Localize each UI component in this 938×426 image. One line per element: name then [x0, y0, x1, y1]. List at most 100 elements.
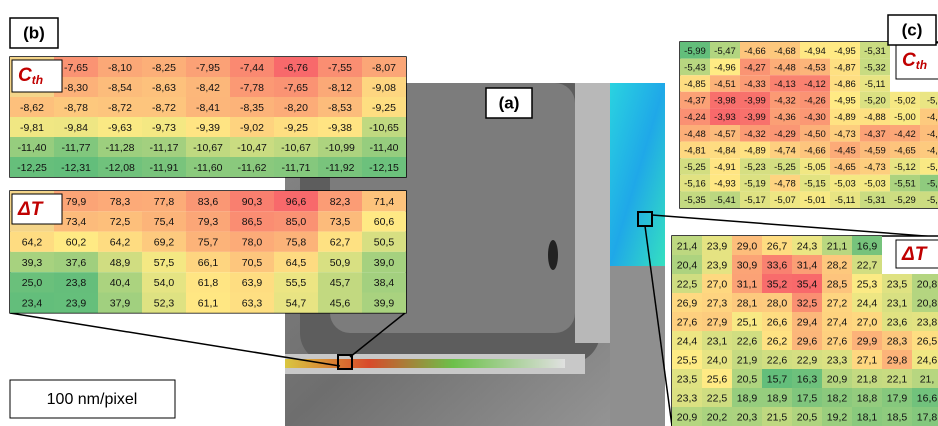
- cell-value: 25,6: [707, 373, 728, 385]
- cell: [142, 251, 186, 273]
- cell: [740, 158, 770, 175]
- cell: [762, 331, 792, 350]
- cell: [912, 274, 938, 293]
- cell: [860, 91, 890, 109]
- cell-value: 28,1: [737, 297, 758, 309]
- cell-value: 28,0: [767, 297, 788, 309]
- cell: [274, 191, 318, 212]
- cell-value: -3,98: [714, 96, 736, 107]
- cell-value: 48,9: [110, 257, 131, 269]
- cell-value: -8,54: [108, 82, 132, 94]
- cell-value: 18,5: [887, 411, 908, 423]
- cell: [10, 117, 54, 137]
- cell-value: 23,1: [707, 335, 728, 347]
- cell: [54, 231, 98, 252]
- cell-value: 70,5: [242, 257, 263, 269]
- cell-value: 23,9: [707, 259, 728, 271]
- cell-value: 25,5: [677, 354, 698, 366]
- cell: [230, 57, 274, 77]
- cell-value: 22,6: [737, 335, 758, 347]
- cell: [186, 57, 230, 77]
- cell-value: -11,77: [62, 142, 91, 154]
- cell-value: 21,5: [767, 411, 788, 423]
- cell-value: 63,3: [242, 297, 263, 309]
- cell-value: -8,25: [152, 62, 176, 74]
- cell: [912, 388, 938, 407]
- cell-value: -5,23: [744, 162, 766, 173]
- cell: [702, 274, 732, 293]
- cell-value: 29,9: [857, 335, 878, 347]
- cell-value: 54,7: [286, 297, 307, 309]
- cell: [792, 407, 822, 426]
- cell: [680, 174, 710, 192]
- symbol: C: [902, 50, 916, 71]
- cell: [680, 125, 710, 142]
- cell-value: -11,92: [326, 162, 355, 174]
- cell: [830, 91, 860, 109]
- cell-value: 45,7: [330, 277, 351, 289]
- cell: [770, 91, 800, 109]
- cell: [792, 312, 822, 331]
- cell: [822, 293, 852, 312]
- cell: [54, 97, 98, 117]
- cell: [920, 158, 938, 175]
- cell: [274, 77, 318, 97]
- cell: [362, 251, 406, 273]
- cell-value: 28,2: [827, 259, 848, 271]
- cell: [230, 272, 274, 293]
- cell: [882, 407, 912, 426]
- cell-value: -5,51: [894, 179, 916, 190]
- cell-value: 27,0: [857, 316, 878, 328]
- cell-value: 20,5: [737, 373, 758, 385]
- cell: [912, 350, 938, 369]
- cell-value: 73,5: [330, 216, 351, 228]
- cell-value: -5,12: [894, 162, 916, 173]
- cell: [770, 141, 800, 159]
- cell: [186, 157, 230, 177]
- cell: [54, 117, 98, 137]
- cell: [732, 388, 762, 407]
- cell: [318, 191, 362, 212]
- cell-value: -4,73: [864, 162, 886, 173]
- cell-value: -4,26: [804, 96, 826, 107]
- cell: [10, 97, 54, 117]
- tables: -7,65 -8,10 -8,25 -7,95 -7,44 -6,76 -7,55 -8,07…: [9, 41, 938, 426]
- cell: [770, 125, 800, 142]
- cell: [860, 174, 890, 192]
- cell: [852, 369, 882, 388]
- cell: [822, 388, 852, 407]
- cell-value: 27,4: [827, 316, 848, 328]
- cell-value: -4,66: [744, 46, 766, 57]
- cell: [98, 157, 142, 177]
- cell-value: -5,03: [834, 179, 856, 190]
- cell: [142, 231, 186, 252]
- cell-value: -4,73: [834, 129, 856, 140]
- cell: [98, 77, 142, 97]
- cell: [822, 255, 852, 274]
- cell-value: -8,72: [152, 102, 176, 114]
- cell-value: -5,29: [894, 195, 916, 206]
- subscript: th: [32, 73, 43, 87]
- cell: [762, 293, 792, 312]
- cell: [318, 211, 362, 232]
- cell: [680, 91, 710, 109]
- cell: [800, 125, 830, 142]
- cell: [890, 141, 920, 159]
- cell-value: 18,9: [737, 392, 758, 404]
- cell: [792, 331, 822, 350]
- cell: [186, 211, 230, 232]
- cell-value: 17,5: [797, 392, 818, 404]
- cell-value: -11,91: [150, 162, 179, 174]
- cell: [920, 125, 938, 142]
- cell-value: -8,12: [328, 82, 352, 94]
- cell-value: 29,6: [797, 335, 818, 347]
- cell: [318, 77, 362, 97]
- cell: [822, 331, 852, 350]
- cell-value: -4,45: [834, 145, 856, 156]
- cell: [672, 236, 702, 255]
- cell-value: 39,3: [22, 257, 43, 269]
- cell-value: -9,73: [152, 122, 176, 134]
- cell: [186, 137, 230, 157]
- cell: [362, 211, 406, 232]
- cell-value: 75,4: [154, 216, 175, 228]
